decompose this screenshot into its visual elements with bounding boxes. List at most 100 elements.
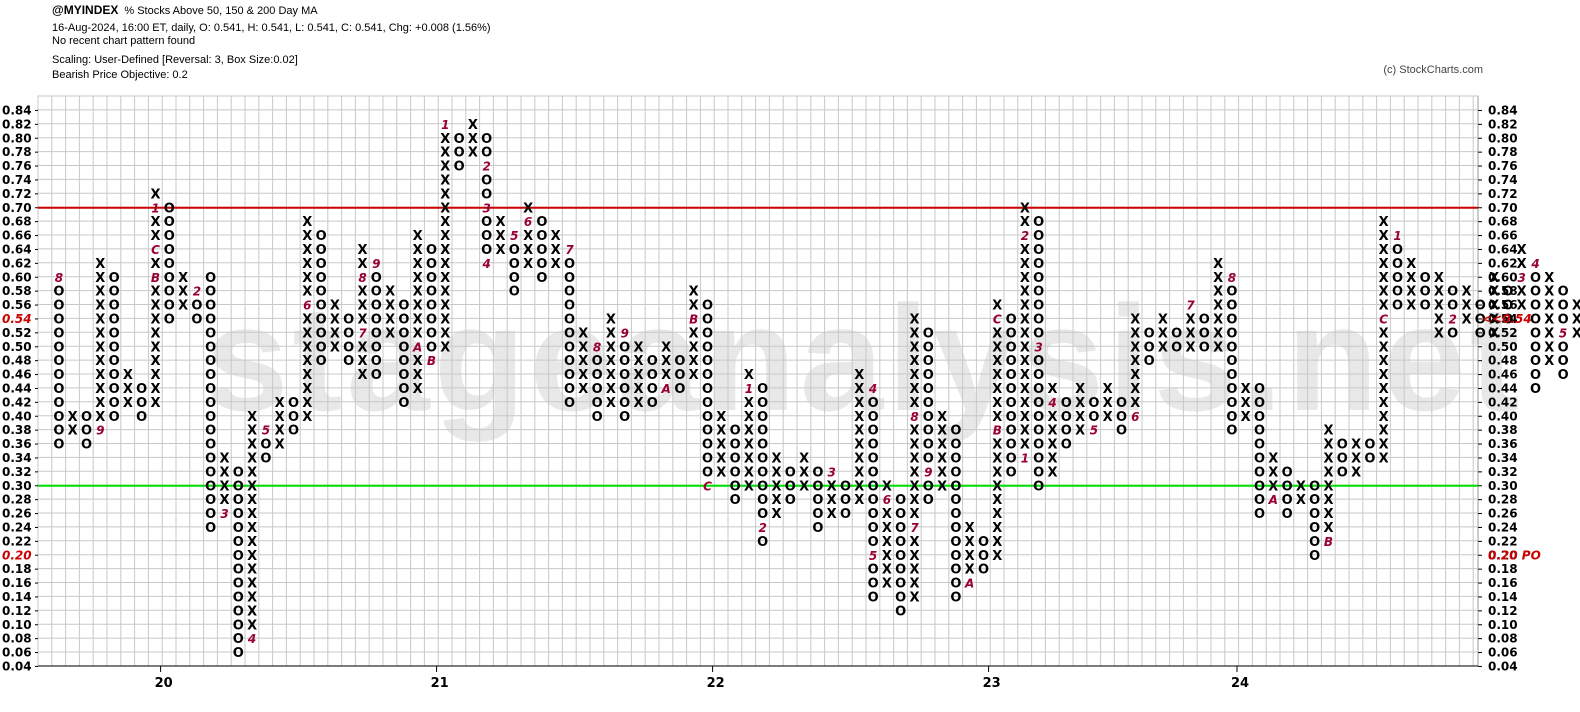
x-box: X [854, 396, 864, 411]
o-box: O [260, 451, 271, 466]
x-box: X [606, 326, 616, 341]
x-box: X [247, 577, 257, 592]
description-label: % Stocks Above 50, 150 & 200 Day MA [124, 5, 318, 17]
o-box: O [81, 410, 92, 425]
o-box: O [81, 424, 92, 439]
month-marker: A [1268, 493, 1278, 507]
x-box: X [909, 382, 919, 397]
o-box: O [702, 438, 713, 453]
month-marker: 8 [55, 271, 63, 285]
o-box: O [426, 257, 437, 272]
y-tick-left: 0.06 [2, 646, 32, 660]
o-box: O [1309, 507, 1320, 522]
o-box: O [592, 410, 603, 425]
x-box: X [68, 424, 78, 439]
o-box: O [53, 312, 64, 327]
o-box: O [1364, 451, 1375, 466]
x-box: X [1130, 354, 1140, 369]
x-box: X [1406, 271, 1416, 286]
o-box: O [812, 479, 823, 494]
month-marker: 6 [883, 493, 891, 507]
x-box: X [302, 396, 312, 411]
x-box: X [302, 285, 312, 300]
x-box: X [882, 549, 892, 564]
o-box: O [950, 493, 961, 508]
o-box: O [1309, 521, 1320, 536]
o-box: O [812, 507, 823, 522]
x-box: X [150, 396, 160, 411]
x-box: X [854, 465, 864, 480]
o-box: O [923, 382, 934, 397]
x-box: X [1020, 299, 1030, 314]
month-marker: A [964, 577, 974, 591]
o-box: O [205, 438, 216, 453]
o-box: O [923, 451, 934, 466]
o-box: O [371, 285, 382, 300]
o-box: O [1226, 354, 1237, 369]
x-box: X [909, 507, 919, 522]
o-box: O [895, 577, 906, 592]
o-box: O [164, 201, 175, 216]
x-box: X [1517, 243, 1527, 258]
y-tick-right: 0.68 [1488, 215, 1518, 229]
month-marker: 5 [869, 549, 877, 563]
x-box: X [1434, 326, 1444, 341]
x-box: X [827, 479, 837, 494]
o-box: O [398, 326, 409, 341]
x-box: X [937, 465, 947, 480]
o-box: O [288, 410, 299, 425]
o-box: O [812, 465, 823, 480]
o-box: O [923, 410, 934, 425]
o-box: O [895, 493, 906, 508]
month-marker: 8 [1228, 271, 1236, 285]
x-box: X [1103, 382, 1113, 397]
month-marker: 5 [510, 229, 518, 243]
month-marker: 1 [1393, 229, 1401, 243]
o-box: O [564, 312, 575, 327]
month-marker: 4 [482, 257, 491, 271]
o-box: O [647, 382, 658, 397]
x-box: X [1020, 201, 1030, 216]
month-marker: B [993, 424, 1002, 438]
y-tick-left: 0.18 [2, 562, 32, 576]
x-box: X [1379, 354, 1389, 369]
chart-header-title: @MYINDEX % Stocks Above 50, 150 & 200 Day… [52, 4, 318, 18]
o-box: O [950, 465, 961, 480]
x-box: X [440, 187, 450, 202]
y-tick-left: 0.42 [2, 395, 32, 409]
x-box: X [219, 451, 229, 466]
o-box: O [1144, 326, 1155, 341]
o-box: O [343, 326, 354, 341]
month-marker: 3 [1035, 340, 1043, 354]
month-marker: B [1324, 535, 1333, 549]
o-box: O [950, 424, 961, 439]
o-box: O [950, 563, 961, 578]
x-box: X [606, 396, 616, 411]
month-marker: 2 [1021, 229, 1029, 243]
month-marker: 8 [593, 340, 601, 354]
x-box: X [1103, 396, 1113, 411]
x-box: X [1379, 285, 1389, 300]
y-tick-right: 0.60 [1488, 270, 1518, 284]
o-box: O [1530, 340, 1541, 355]
o-box: O [730, 424, 741, 439]
month-marker: 3 [220, 507, 228, 521]
x-box: X [744, 479, 754, 494]
o-box: O [1226, 410, 1237, 425]
o-box: O [481, 173, 492, 188]
y-tick-right: 0.54 [1488, 312, 1518, 326]
o-box: O [1530, 326, 1541, 341]
o-box: O [1033, 368, 1044, 383]
o-box: O [619, 354, 630, 369]
x-box: X [909, 493, 919, 508]
x-box: X [606, 368, 616, 383]
x-box: X [1047, 410, 1057, 425]
month-marker: 8 [910, 410, 918, 424]
objective-line: Bearish Price Objective: 0.2 [52, 69, 188, 81]
x-box: X [150, 187, 160, 202]
o-box: O [1447, 326, 1458, 341]
o-box: O [1006, 438, 1017, 453]
o-box: O [316, 257, 327, 272]
o-box: O [564, 340, 575, 355]
x-box: X [551, 243, 561, 258]
